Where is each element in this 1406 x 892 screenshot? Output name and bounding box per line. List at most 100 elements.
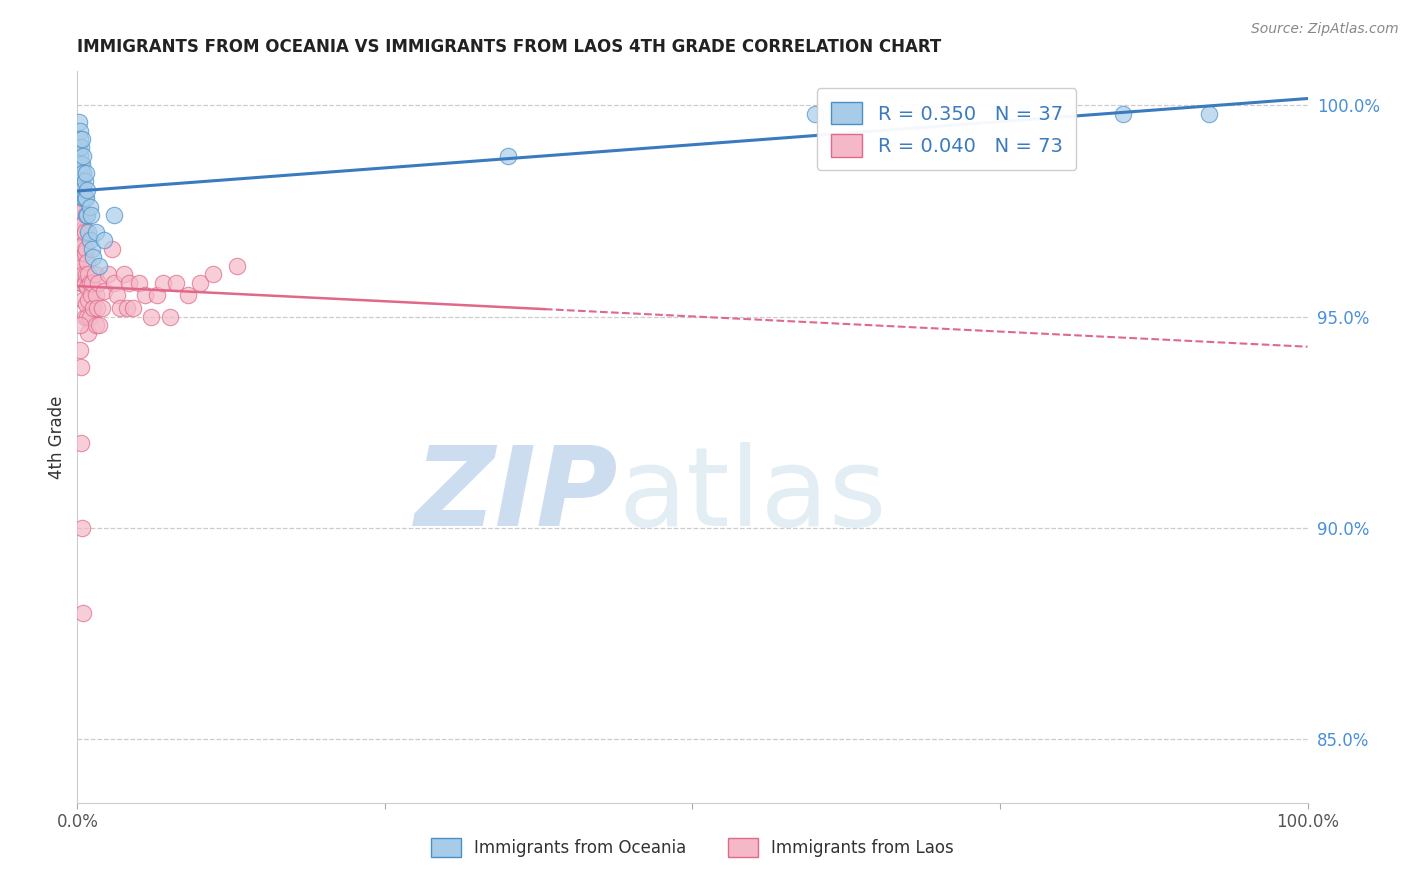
Point — [67, 208, 90, 222]
Point — [69, 318, 91, 332]
Point — [165, 276, 187, 290]
Point — [103, 208, 125, 222]
Point — [1198, 106, 1220, 120]
Point — [70, 132, 93, 146]
Point — [67, 183, 90, 197]
Point — [84, 318, 107, 332]
Text: Source: ZipAtlas.com: Source: ZipAtlas.com — [1251, 22, 1399, 37]
Point — [97, 268, 120, 282]
Point — [69, 225, 91, 239]
Point — [82, 276, 104, 290]
Point — [496, 149, 519, 163]
Point — [128, 276, 150, 290]
Point — [79, 234, 101, 248]
Point — [115, 301, 138, 315]
Point — [121, 301, 143, 315]
Point — [75, 297, 97, 311]
Point — [70, 436, 93, 450]
Point — [73, 246, 96, 260]
Point — [69, 343, 91, 358]
Point — [72, 191, 94, 205]
Point — [70, 521, 93, 535]
Point — [79, 310, 101, 324]
Point — [80, 208, 103, 222]
Point — [146, 288, 169, 302]
Point — [69, 251, 91, 265]
Point — [70, 174, 93, 188]
Point — [89, 259, 111, 273]
Point — [110, 301, 132, 315]
Point — [70, 225, 93, 239]
Point — [72, 237, 94, 252]
Point — [75, 242, 97, 256]
Point — [76, 310, 98, 324]
Point — [77, 326, 100, 341]
Point — [72, 217, 94, 231]
Point — [70, 360, 93, 375]
Point — [70, 212, 93, 227]
Point — [159, 310, 181, 324]
Legend: Immigrants from Oceania, Immigrants from Laos: Immigrants from Oceania, Immigrants from… — [425, 831, 960, 864]
Point — [79, 200, 101, 214]
Point — [79, 276, 101, 290]
Point — [1112, 106, 1135, 120]
Point — [77, 225, 100, 239]
Y-axis label: 4th Grade: 4th Grade — [48, 395, 66, 479]
Point — [72, 293, 94, 307]
Point — [72, 149, 94, 163]
Point — [70, 234, 93, 248]
Text: IMMIGRANTS FROM OCEANIA VS IMMIGRANTS FROM LAOS 4TH GRADE CORRELATION CHART: IMMIGRANTS FROM OCEANIA VS IMMIGRANTS FR… — [77, 38, 942, 56]
Point — [89, 318, 111, 332]
Point — [82, 301, 104, 315]
Point — [69, 132, 91, 146]
Point — [73, 174, 96, 188]
Point — [73, 276, 96, 290]
Point — [70, 276, 93, 290]
Point — [93, 234, 115, 248]
Point — [73, 310, 96, 324]
Point — [103, 276, 125, 290]
Point — [67, 115, 90, 129]
Point — [134, 288, 156, 302]
Point — [93, 284, 115, 298]
Point — [73, 191, 96, 205]
Point — [82, 251, 104, 265]
Point — [75, 191, 97, 205]
Point — [75, 268, 97, 282]
Point — [84, 225, 107, 239]
Point — [69, 149, 91, 163]
Point — [76, 208, 98, 222]
Point — [118, 276, 141, 290]
Point — [70, 276, 93, 290]
Point — [75, 208, 97, 222]
Point — [152, 276, 174, 290]
Point — [76, 280, 98, 294]
Point — [82, 242, 104, 256]
Point — [67, 242, 90, 256]
Point — [77, 293, 100, 307]
Point — [70, 254, 93, 268]
Point — [72, 268, 94, 282]
Point — [72, 606, 94, 620]
Point — [190, 276, 212, 290]
Point — [67, 225, 90, 239]
Point — [67, 140, 90, 154]
Point — [201, 268, 224, 282]
Point — [804, 106, 827, 120]
Point — [72, 166, 94, 180]
Point — [70, 246, 93, 260]
Point — [70, 183, 93, 197]
Point — [86, 301, 108, 315]
Point — [70, 157, 93, 171]
Point — [70, 203, 93, 218]
Text: atlas: atlas — [619, 442, 887, 549]
Point — [80, 288, 103, 302]
Point — [70, 166, 93, 180]
Point — [72, 183, 94, 197]
Point — [75, 166, 97, 180]
Point — [83, 268, 105, 282]
Point — [69, 123, 91, 137]
Point — [87, 276, 110, 290]
Point — [69, 203, 91, 218]
Point — [70, 157, 93, 171]
